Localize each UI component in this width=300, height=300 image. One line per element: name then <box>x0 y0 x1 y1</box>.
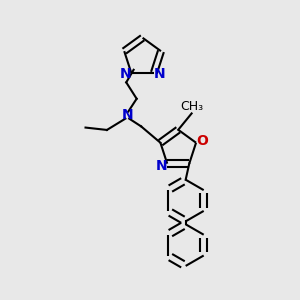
Text: N: N <box>122 108 134 122</box>
Text: N: N <box>156 159 168 173</box>
Text: N: N <box>154 67 165 81</box>
Text: O: O <box>196 134 208 148</box>
Text: CH₃: CH₃ <box>180 100 203 113</box>
Text: N: N <box>120 67 132 81</box>
